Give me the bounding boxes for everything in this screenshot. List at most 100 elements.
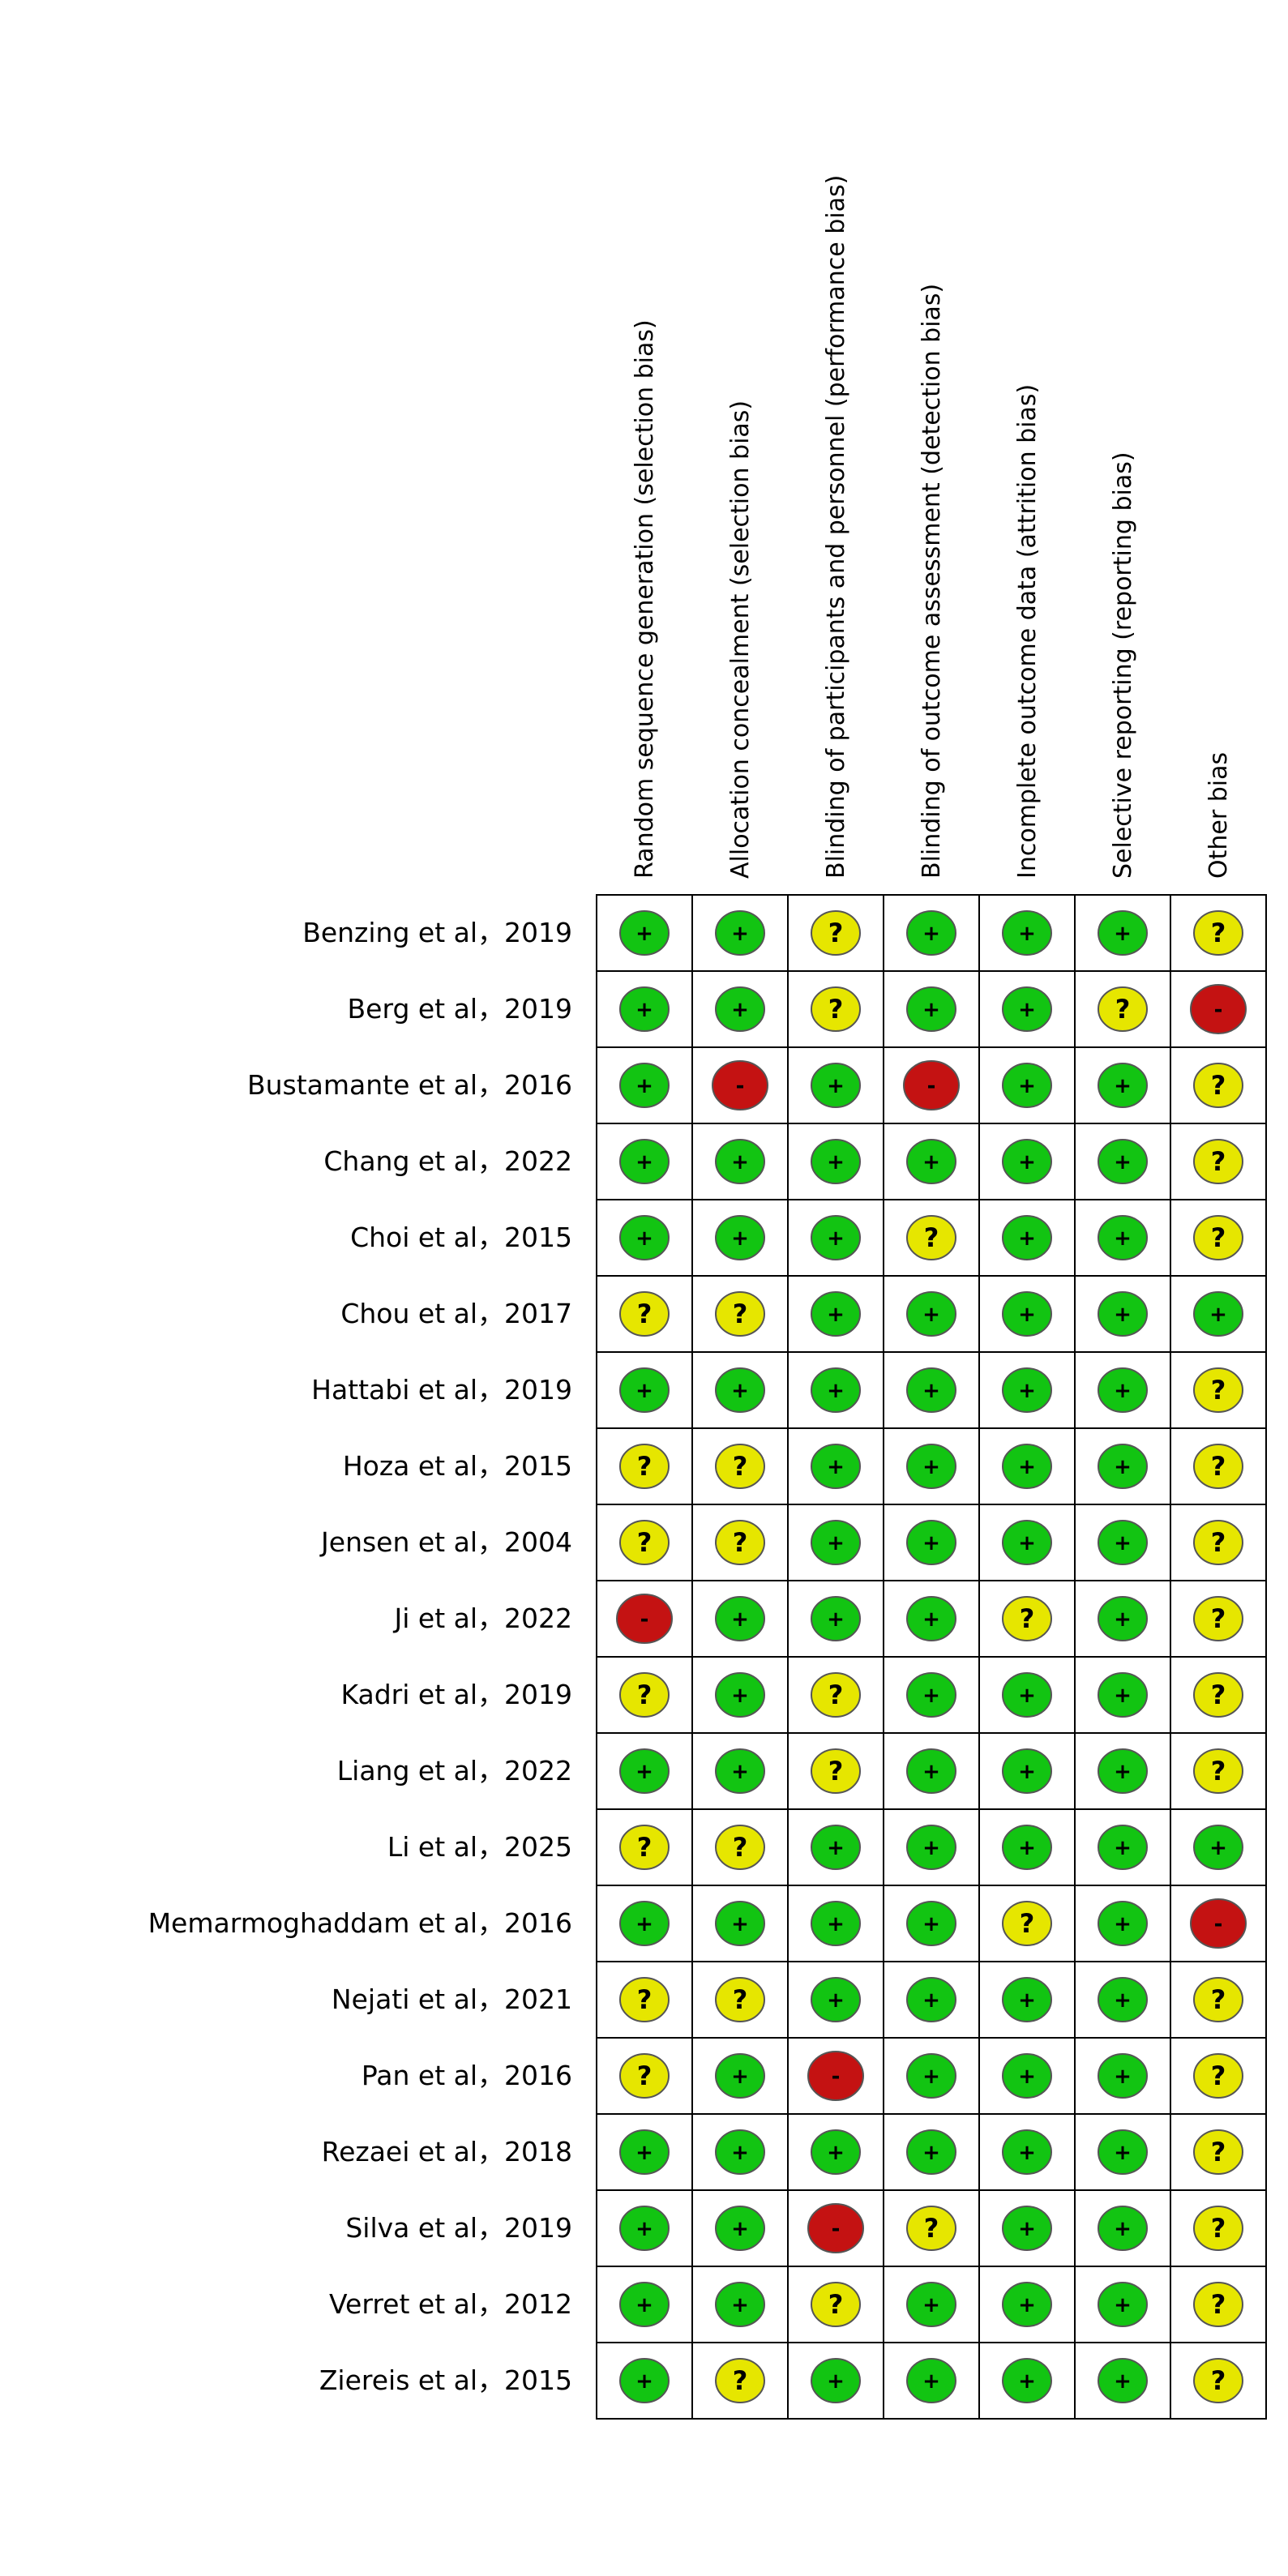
rating-unclear-risk-mark: ? <box>619 2053 670 2099</box>
low-risk-symbol: + <box>827 1912 845 1936</box>
low-risk-symbol: + <box>731 1150 749 1175</box>
rating-low-risk-mark: + <box>1002 1367 1052 1413</box>
low-risk-symbol: + <box>731 998 749 1022</box>
unclear-risk-symbol: ? <box>637 1451 653 1482</box>
low-risk-circle <box>1098 1063 1148 1108</box>
low-risk-circle <box>619 2129 670 2175</box>
rating-low-risk-mark: + <box>1098 1520 1148 1565</box>
rating-low-risk-mark: + <box>1002 1748 1052 1794</box>
rating-low-risk-mark: + <box>1002 1139 1052 1184</box>
low-risk-symbol: + <box>922 2065 940 2089</box>
low-risk-circle <box>1098 2282 1148 2327</box>
rating-low-risk-mark: + <box>811 1596 861 1641</box>
low-risk-circle <box>1002 1139 1052 1184</box>
unclear-risk-circle <box>715 1444 765 1489</box>
high-risk-circle <box>903 1060 960 1110</box>
low-risk-circle <box>906 1520 956 1565</box>
rating-low-risk-mark: + <box>715 986 765 1032</box>
low-risk-circle <box>906 1139 956 1184</box>
rating-low-risk-mark: + <box>1002 1672 1052 1718</box>
rating-low-risk-mark: + <box>619 986 670 1032</box>
unclear-risk-circle <box>1193 1063 1243 1108</box>
rating-unclear-risk-mark: ? <box>1193 2206 1243 2251</box>
unclear-risk-circle <box>1193 2282 1243 2327</box>
rating-unclear-risk-mark: ? <box>619 1672 670 1718</box>
low-risk-circle <box>1098 2053 1148 2099</box>
low-risk-symbol: + <box>731 2141 749 2165</box>
rating-low-risk-mark: + <box>715 1748 765 1794</box>
rating-low-risk-mark: + <box>619 1901 670 1946</box>
low-risk-symbol: + <box>922 1684 940 1708</box>
low-risk-symbol: + <box>922 1912 940 1936</box>
rating-unclear-risk-mark: ? <box>715 1291 765 1337</box>
unclear-risk-symbol: ? <box>1211 2213 1226 2244</box>
unclear-risk-circle <box>619 1291 670 1337</box>
low-risk-circle <box>1098 1748 1148 1794</box>
low-risk-symbol: + <box>1018 1988 1036 2013</box>
low-risk-circle <box>619 2358 670 2403</box>
low-risk-symbol: + <box>1018 1074 1036 1098</box>
low-risk-symbol: + <box>922 1455 940 1479</box>
high-risk-symbol: - <box>1214 998 1223 1022</box>
rating-low-risk-mark: + <box>1002 1291 1052 1337</box>
low-risk-circle <box>619 2206 670 2251</box>
rating-unclear-risk-mark: ? <box>715 1977 765 2022</box>
low-risk-circle <box>811 1977 861 2022</box>
low-risk-circle <box>715 2129 765 2175</box>
low-risk-symbol: + <box>922 1531 940 1555</box>
low-risk-circle <box>1098 910 1148 956</box>
low-risk-circle <box>715 1367 765 1413</box>
low-risk-symbol: + <box>827 1379 845 1403</box>
study-label: Rezaei et al，2018 <box>322 2136 572 2167</box>
rating-unclear-risk-mark: ? <box>1193 1444 1243 1489</box>
low-risk-circle <box>1098 2206 1148 2251</box>
rating-unclear-risk-mark: ? <box>1193 2282 1243 2327</box>
unclear-risk-symbol: ? <box>1211 1756 1226 1787</box>
rating-unclear-risk-mark: ? <box>1193 1520 1243 1565</box>
rating-unclear-risk-mark: ? <box>619 1977 670 2022</box>
low-risk-circle <box>811 2129 861 2175</box>
low-risk-circle <box>1098 1901 1148 1946</box>
study-label: Chang et al，2022 <box>323 1145 572 1177</box>
rating-low-risk-mark: + <box>1002 1063 1052 1108</box>
rating-low-risk-mark: + <box>1002 1444 1052 1489</box>
rating-unclear-risk-mark: ? <box>1193 1977 1243 2022</box>
unclear-risk-circle <box>1193 2358 1243 2403</box>
low-risk-symbol: + <box>1018 1379 1036 1403</box>
rating-unclear-risk-mark: ? <box>715 2358 765 2403</box>
low-risk-symbol: + <box>922 1303 940 1327</box>
unclear-risk-circle <box>1002 1596 1052 1641</box>
rating-unclear-risk-mark: ? <box>619 1291 670 1337</box>
low-risk-symbol: + <box>1114 1836 1132 1860</box>
rating-high-risk-mark: - <box>807 2203 864 2253</box>
rating-unclear-risk-mark: ? <box>906 1215 956 1260</box>
unclear-risk-symbol: ? <box>1211 918 1226 948</box>
rating-low-risk-mark: + <box>906 1139 956 1184</box>
rating-low-risk-mark: + <box>1098 1291 1148 1337</box>
unclear-risk-symbol: ? <box>1020 1908 1035 1939</box>
column-headers: Random sequence generation (selection bi… <box>631 175 1233 879</box>
rating-unclear-risk-mark: ? <box>811 986 861 1032</box>
low-risk-circle <box>1098 1367 1148 1413</box>
study-label: Nejati et al，2021 <box>332 1983 572 2015</box>
rating-low-risk-mark: + <box>715 2129 765 2175</box>
rating-low-risk-mark: + <box>1098 1063 1148 1108</box>
rating-low-risk-mark: + <box>811 1977 861 2022</box>
unclear-risk-symbol: ? <box>637 1680 653 1710</box>
unclear-risk-circle <box>1193 1672 1243 1718</box>
rating-low-risk-mark: + <box>1098 2129 1148 2175</box>
rating-high-risk-mark: - <box>903 1060 960 1110</box>
low-risk-circle <box>811 1825 861 1870</box>
low-risk-symbol: + <box>922 1988 940 2013</box>
unclear-risk-circle <box>715 2358 765 2403</box>
unclear-risk-symbol: ? <box>733 1527 748 1558</box>
study-label: Chou et al，2017 <box>340 1298 572 1329</box>
rating-low-risk-mark: + <box>1098 1444 1148 1489</box>
low-risk-symbol: + <box>1114 2369 1132 2394</box>
rating-low-risk-mark: + <box>1098 2358 1148 2403</box>
low-risk-circle <box>1002 2206 1052 2251</box>
rating-low-risk-mark: + <box>715 1901 765 1946</box>
low-risk-symbol: + <box>731 1607 749 1632</box>
low-risk-symbol: + <box>1018 1150 1036 1175</box>
low-risk-symbol: + <box>1209 1303 1227 1327</box>
